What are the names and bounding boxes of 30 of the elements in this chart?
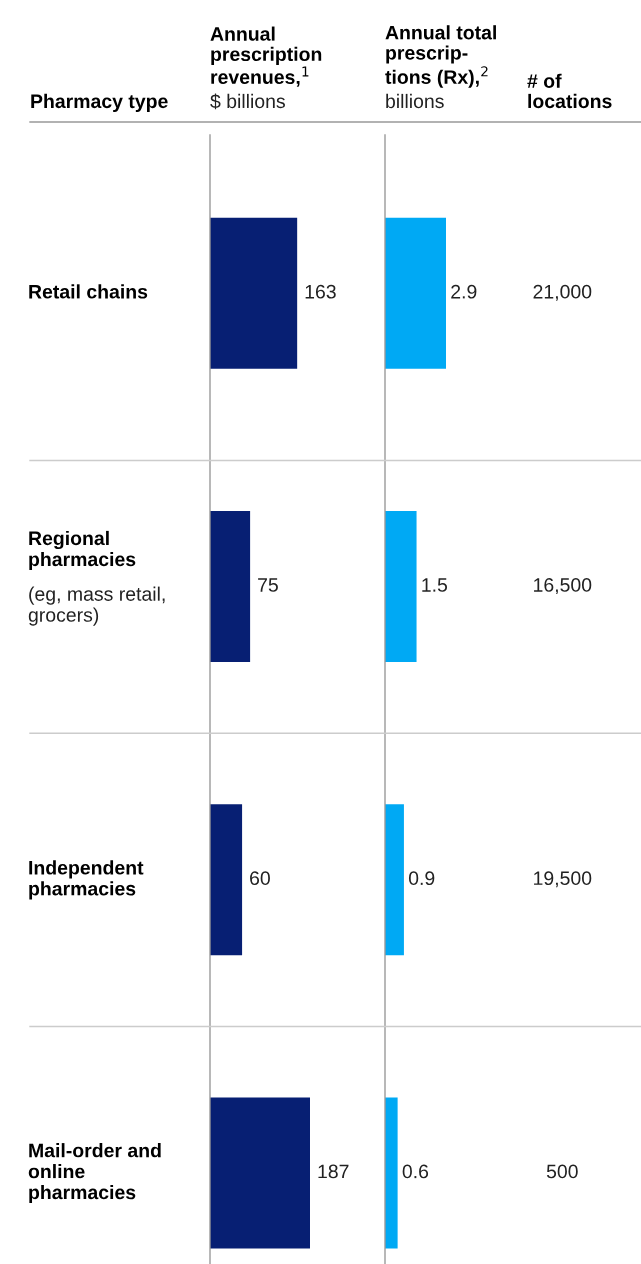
- bar: [210, 1097, 310, 1249]
- text: 21,000: [533, 284, 592, 301]
- bar: [385, 217, 446, 369]
- y-axis-title: Pharmacy type: [31, 93, 168, 112]
- y-tick-label: Regional pharmacies (eg, mass retail, grocers): [28, 530, 165, 626]
- chart-subtitle: billions: [386, 93, 444, 109]
- text: 16,500: [534, 578, 592, 595]
- data-label: 0.9: [408, 871, 435, 886]
- data-label: 163: [305, 284, 336, 299]
- chart-title: Annual total prescrip- tions (Rx),$^{2}$: [385, 25, 496, 88]
- text: 19,500: [534, 871, 592, 888]
- data-label: 60: [250, 871, 270, 886]
- bar: [210, 511, 251, 663]
- data-label: 1.5: [422, 578, 448, 592]
- bar: [385, 804, 404, 956]
- data-label: 75: [258, 578, 278, 592]
- y-tick-label: Independent pharmacies: [29, 860, 144, 900]
- text: # of locations: [527, 73, 612, 109]
- bar: [385, 511, 417, 663]
- data-label: 2.9: [451, 284, 477, 299]
- chart-subtitle: $ billions: [210, 93, 285, 110]
- y-tick-label: Mail-order and online pharmacies: [28, 1143, 161, 1204]
- data-label: 0.6: [402, 1164, 429, 1179]
- bar: [385, 1097, 398, 1249]
- chart-title: Annual prescription revenues,$^{1}$: [210, 26, 322, 87]
- y-tick-label: Retail chains: [29, 284, 148, 299]
- bar: [210, 217, 298, 369]
- text: 500: [546, 1164, 578, 1179]
- bar: [210, 804, 243, 956]
- data-label: 187: [318, 1164, 349, 1179]
